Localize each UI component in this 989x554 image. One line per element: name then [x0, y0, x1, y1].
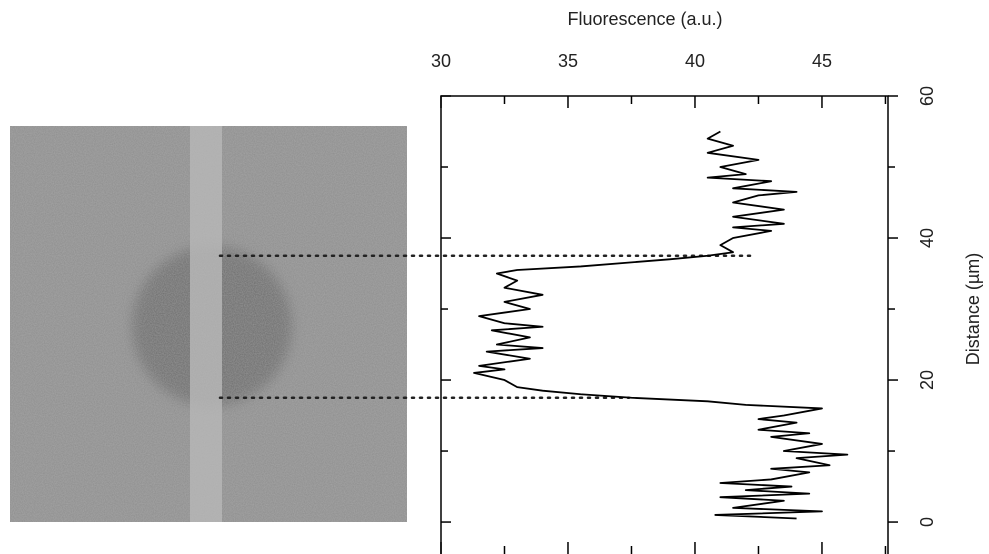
plot-frame: [440, 95, 889, 554]
y-tick-label: 20: [917, 370, 937, 390]
y-tick-label: 0: [917, 517, 937, 527]
x-tick-label: 30: [431, 51, 451, 71]
profile-line: [473, 130, 849, 520]
y-tick-label: 60: [917, 86, 937, 106]
micrograph: [10, 126, 407, 522]
x-axis-label: Fluorescence (a.u.): [567, 9, 722, 29]
x-tick-label: 45: [812, 51, 832, 71]
y-axis-label: Distance (µm): [963, 253, 983, 365]
y-tick-label: 40: [917, 228, 937, 248]
x-tick-label: 40: [685, 51, 705, 71]
x-tick-label: 35: [558, 51, 578, 71]
